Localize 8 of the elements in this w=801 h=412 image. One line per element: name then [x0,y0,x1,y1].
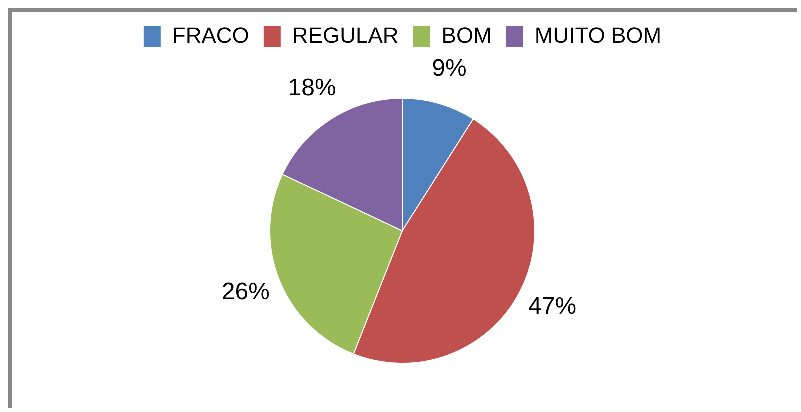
data-label: 9% [432,54,467,82]
data-label: 18% [288,74,336,102]
data-label: 47% [528,293,577,320]
legend-label: MUITO BOM [534,23,662,48]
data-label: 26% [222,278,270,306]
legend-label: BOM [442,23,492,48]
legend-label: FRACO [172,23,250,48]
legend-label: REGULAR [292,23,399,48]
